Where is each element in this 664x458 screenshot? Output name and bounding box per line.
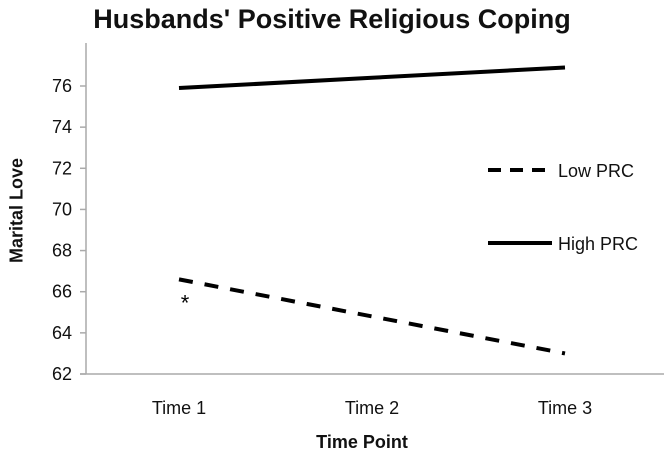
series-line-high-prc — [178, 65, 566, 91]
x-axis-label: Time Point — [316, 432, 408, 452]
y-tick-label: 64 — [52, 323, 72, 343]
legend-label: Low PRC — [558, 161, 634, 181]
y-tick-label: 74 — [52, 117, 72, 137]
series-line-low-prc — [178, 277, 566, 356]
y-tick-label: 70 — [52, 199, 72, 219]
x-tick-label: Time 1 — [152, 398, 206, 418]
x-tick-label: Time 3 — [538, 398, 592, 418]
y-tick-label: 62 — [52, 364, 72, 384]
y-tick-label: 66 — [52, 282, 72, 302]
y-tick-label: 76 — [52, 76, 72, 96]
legend-label: High PRC — [558, 234, 638, 254]
significance-annotation: * — [181, 290, 190, 315]
y-tick-label: 72 — [52, 158, 72, 178]
chart-title: Husbands' Positive Religious Coping — [93, 4, 571, 34]
x-tick-label: Time 2 — [345, 398, 399, 418]
y-tick-label: 68 — [52, 241, 72, 261]
